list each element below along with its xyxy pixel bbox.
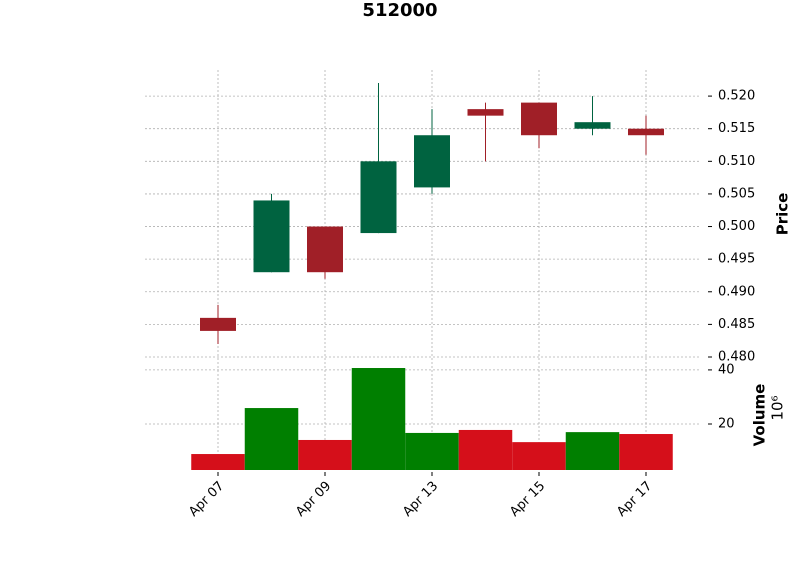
candle-body: [253, 200, 290, 273]
chart-title: 512000: [362, 0, 437, 21]
x-tick-label: Apr 15: [507, 479, 548, 520]
candle-body: [628, 128, 664, 136]
candle-body: [307, 226, 343, 273]
candle-body: [200, 317, 236, 331]
volume-axis-label: Volume: [751, 384, 769, 447]
candle-body: [521, 102, 557, 136]
volume-bar: [619, 434, 673, 470]
y-tick-label: 40: [718, 362, 735, 377]
y-tick-label: 0.485: [718, 317, 755, 332]
y-tick-label: 0.505: [718, 186, 755, 201]
volume-bar: [298, 439, 352, 470]
y-tick-label: 0.510: [718, 154, 755, 169]
volume-offset-label: 10⁶: [769, 395, 787, 420]
y-tick-label: 20: [718, 417, 735, 432]
candle-body: [360, 161, 397, 234]
volume-bar: [405, 432, 459, 470]
volume-bar: [458, 429, 513, 470]
y-tick-label: 0.490: [718, 284, 755, 299]
y-tick-label: 0.515: [718, 121, 755, 136]
x-tick-label: Apr 17: [614, 479, 655, 520]
candle-body: [467, 109, 504, 116]
x-tick-label: Apr 09: [293, 479, 334, 520]
volume-bar: [565, 432, 620, 470]
volume-bar: [351, 368, 406, 470]
y-tick-label: 0.495: [718, 252, 755, 267]
volume-bar: [191, 454, 245, 470]
y-tick-label: 0.480: [718, 350, 755, 365]
y-tick-label: 0.500: [718, 219, 755, 234]
x-tick-label: Apr 13: [400, 479, 441, 520]
y-axis-label: Price: [774, 193, 792, 236]
candle-body: [574, 122, 611, 129]
x-tick-label: Apr 07: [186, 479, 227, 520]
volume-bar: [512, 442, 566, 470]
volume-bar: [244, 408, 299, 470]
y-tick-label: 0.520: [718, 89, 755, 104]
candle-body: [414, 135, 450, 188]
